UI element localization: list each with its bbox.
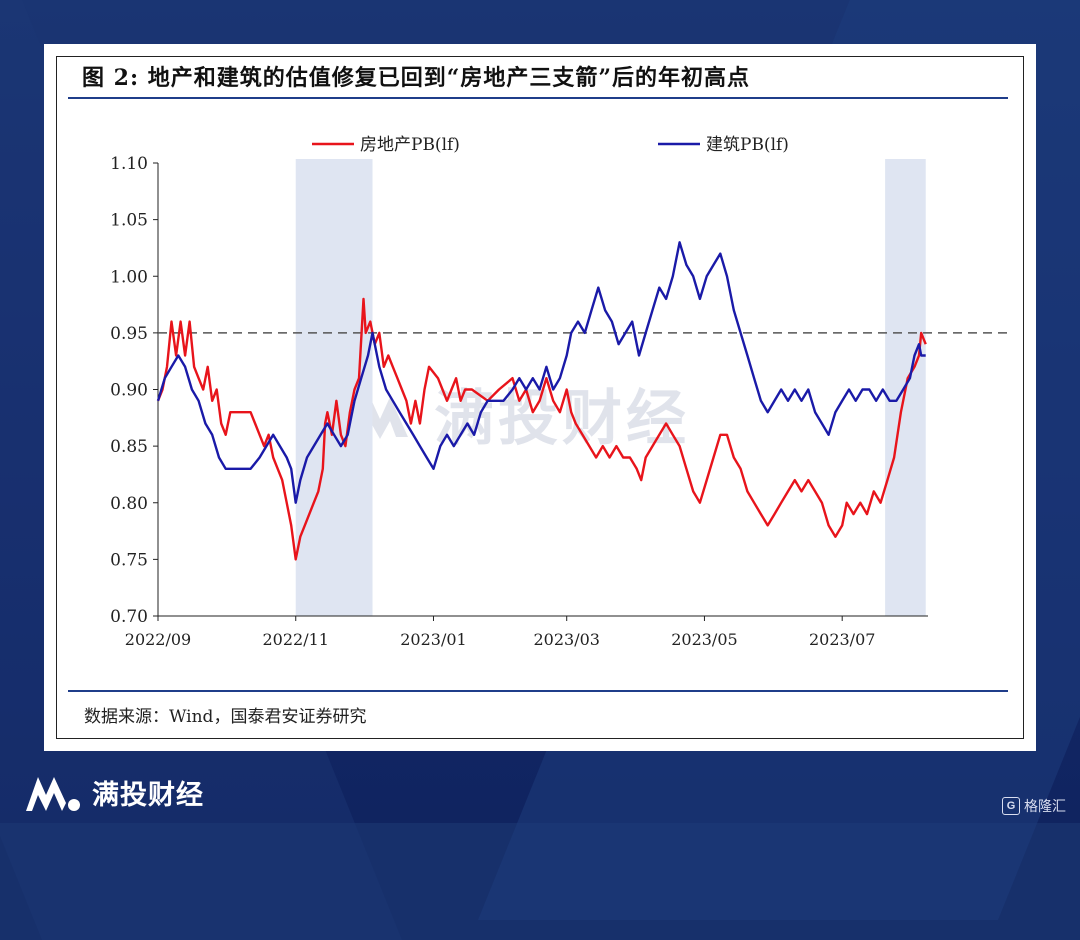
x-tick-label: 2023/03: [533, 630, 599, 649]
brand-logo-icon: [26, 777, 80, 811]
series-line-real-estate: [156, 297, 927, 561]
legend: 房地产PB(lf) 建筑PB(lf): [312, 135, 789, 155]
y-tick-label: 0.75: [110, 550, 148, 570]
y-tick-label: 0.80: [110, 494, 148, 514]
y-tick-label: 0.90: [110, 381, 148, 401]
y-tick-label: 1.05: [110, 211, 148, 231]
corner-badge-text: 格隆汇: [1024, 798, 1066, 814]
source-rule: [68, 690, 1008, 692]
x-tick-label: 2022/09: [125, 630, 191, 649]
x-tick-label: 2022/11: [263, 630, 329, 649]
line-chart: 0.70 0.75 0.80 0.85 0.90 0.95 1.00 1.05 1.10 2022…: [110, 135, 1008, 649]
brand-logo: 满投财经: [24, 771, 204, 813]
y-tick-label: 0.95: [110, 324, 148, 344]
y-tick-label: 0.85: [110, 437, 148, 457]
figure-frame: [56, 56, 1024, 739]
axes: 0.70 0.75 0.80 0.85 0.90 0.95 1.00 1.05 1.10 2022…: [110, 154, 928, 649]
series-lines: [156, 241, 927, 561]
x-tick-label: 2023/05: [671, 630, 737, 649]
title-rule: [68, 97, 1008, 99]
x-tick-label: 2023/01: [400, 630, 466, 649]
x-tick-label: 2023/07: [809, 630, 875, 649]
corner-badge: G 格隆汇: [1002, 796, 1066, 816]
figure-title: 图 2: 地产和建筑的估值修复已回到“房地产三支箭”后的年初高点: [82, 65, 751, 91]
watermark-text: 满投财经: [434, 385, 690, 452]
y-tick-label: 1.00: [110, 267, 148, 287]
watermark: 满投财经: [352, 370, 690, 457]
source-note: 数据来源：Wind，国泰君安证券研究: [84, 707, 367, 727]
legend-label: 房地产PB(lf): [360, 135, 460, 155]
y-tick-label: 0.70: [110, 607, 148, 627]
shaded-periods: [295, 159, 926, 616]
legend-label: 建筑PB(lf): [706, 135, 789, 155]
series-line-construction: [156, 241, 926, 504]
shaded-period: [295, 159, 373, 616]
y-tick-label: 1.10: [110, 154, 148, 174]
brand-name: 满投财经: [92, 779, 204, 810]
g-badge-icon: G: [1002, 797, 1020, 815]
